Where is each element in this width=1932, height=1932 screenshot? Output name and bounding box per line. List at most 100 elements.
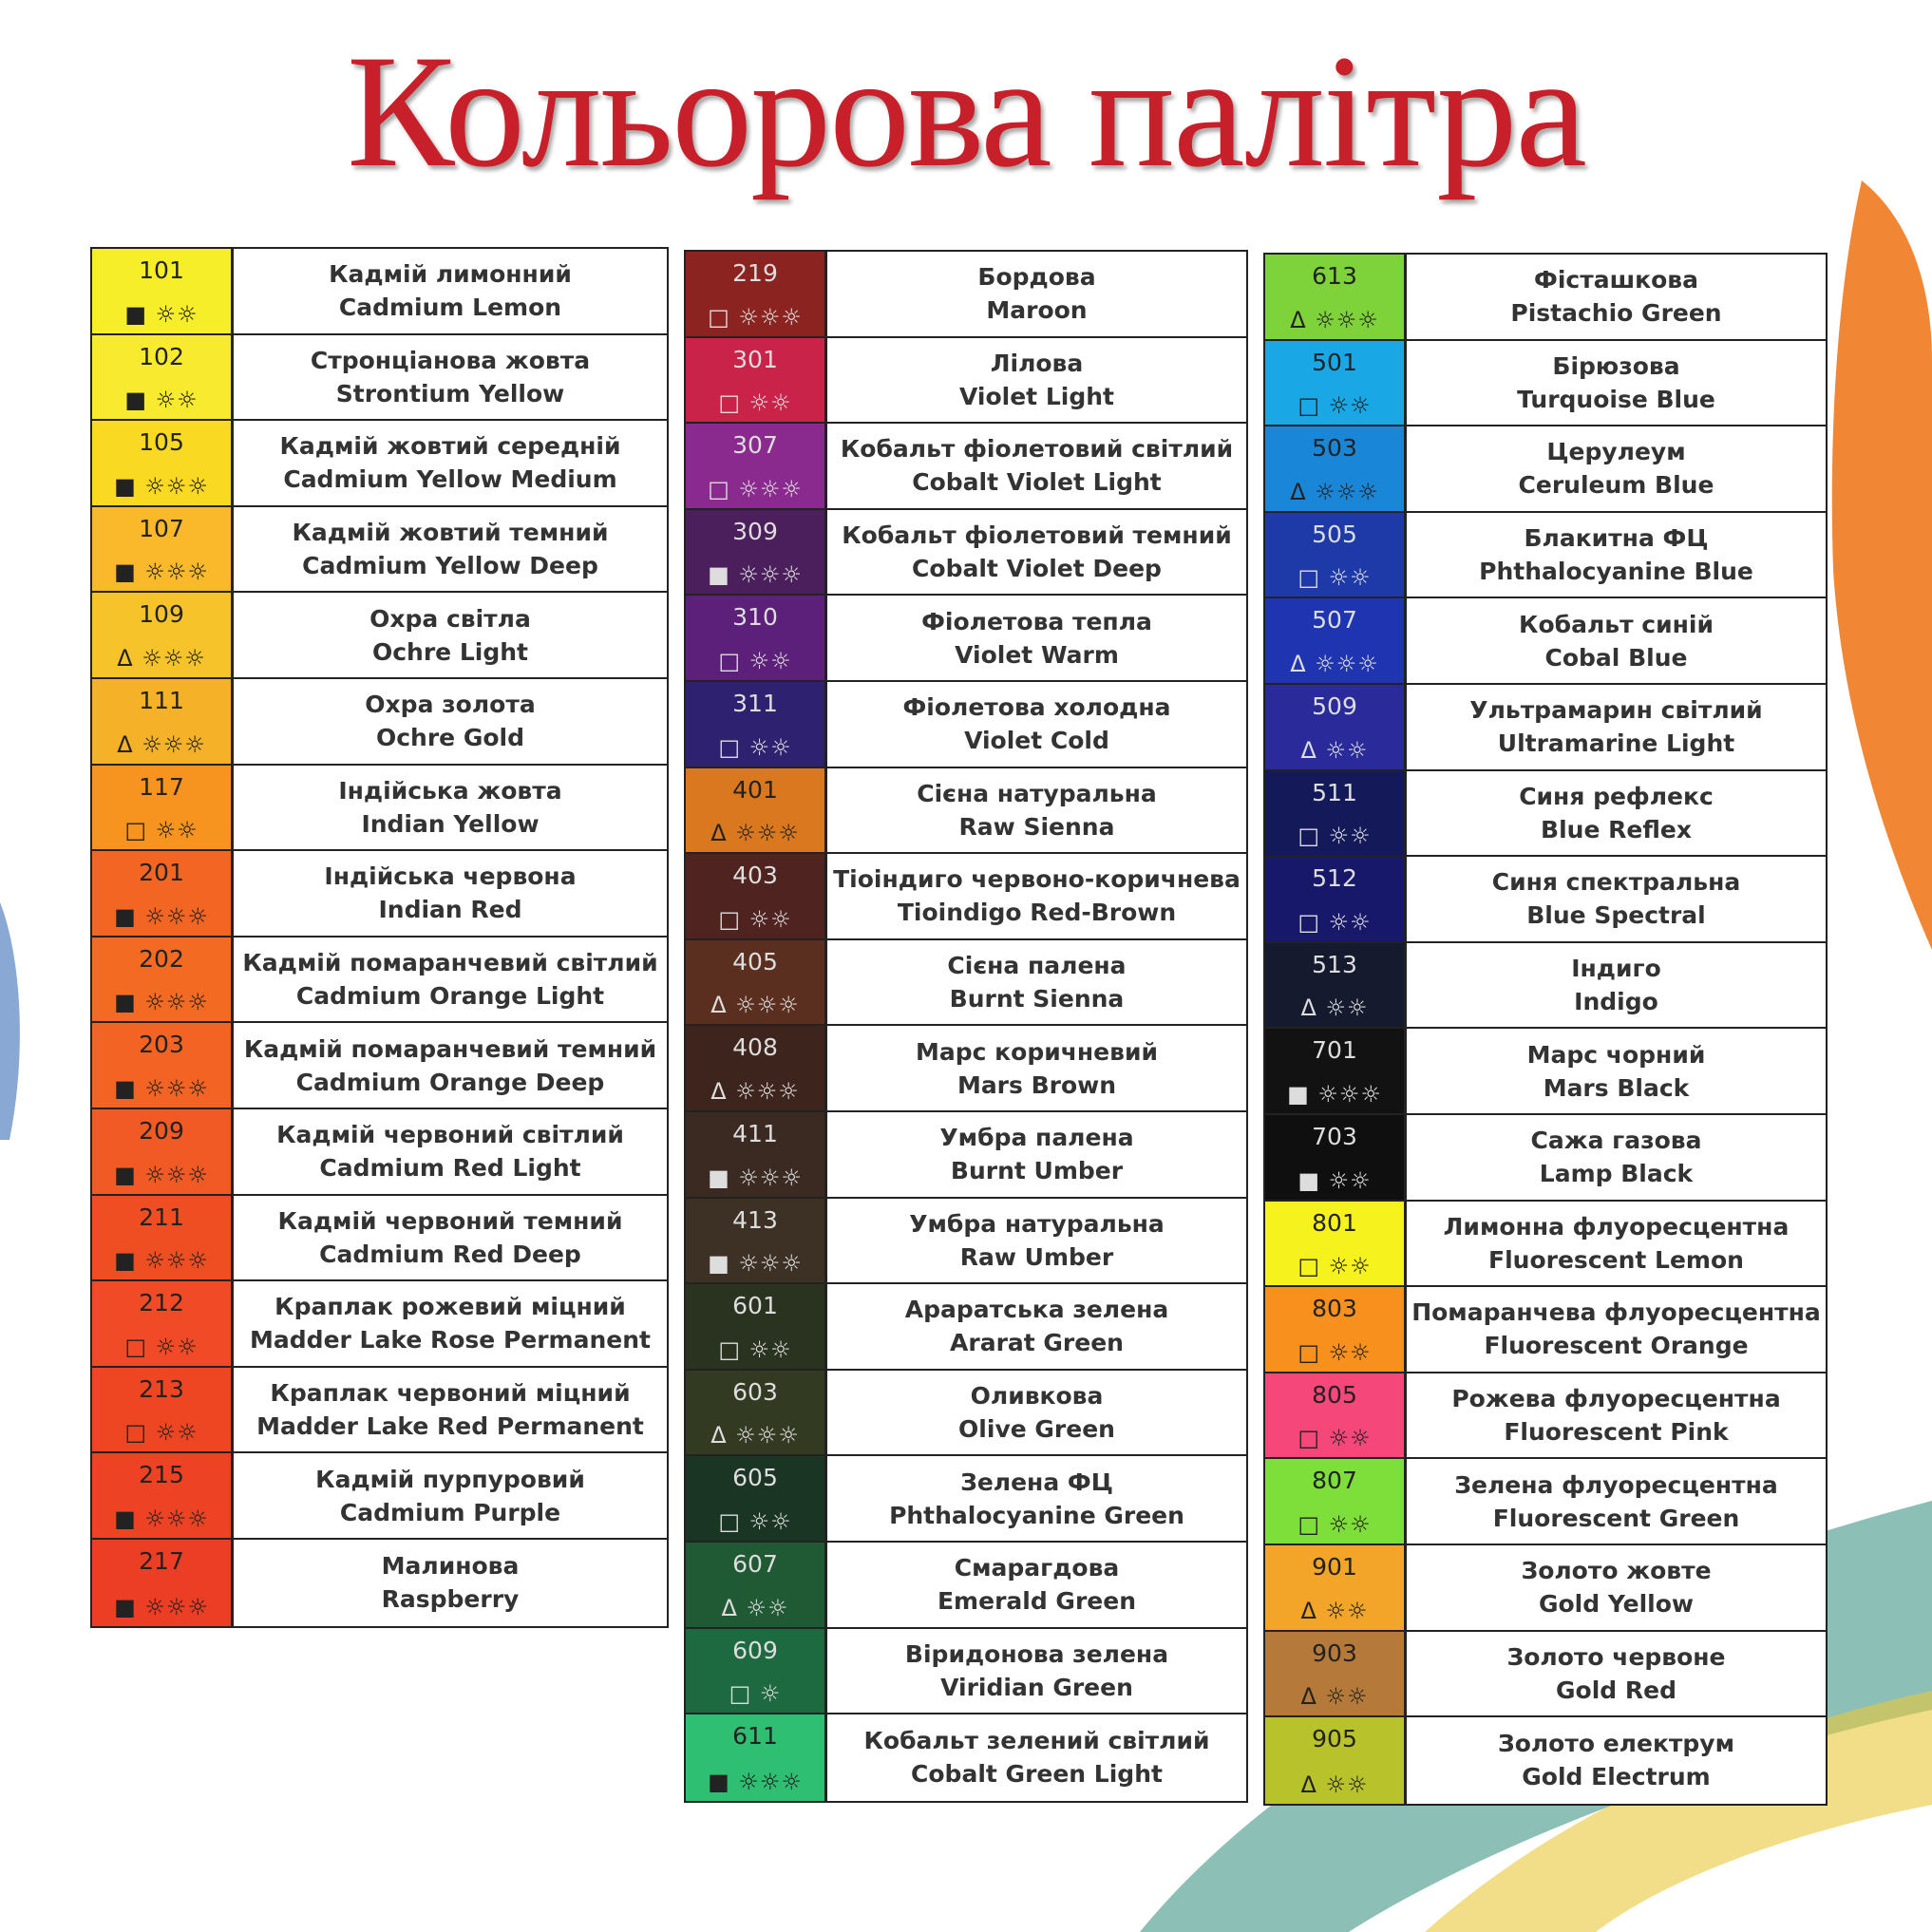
properties: Δ ☼☼ bbox=[721, 1595, 788, 1621]
palette-row: 408 Δ ☼☼☼ Марс коричневий Mars Brown bbox=[686, 1026, 1246, 1112]
name-ukrainian: Індійська червона bbox=[324, 862, 577, 891]
color-swatch: 611 ■ ☼☼☼ bbox=[686, 1714, 827, 1801]
color-swatch: 201 ■ ☼☼☼ bbox=[92, 851, 234, 936]
opacity-symbol: Δ bbox=[721, 1594, 738, 1621]
color-swatch: 213 □ ☼☼ bbox=[92, 1367, 234, 1452]
properties: ■ ☼☼☼ bbox=[114, 559, 209, 585]
palette-row: 405 Δ ☼☼☼ Сієна палена Burnt Sienna bbox=[686, 939, 1246, 1027]
lightfastness-stars: ☼☼ bbox=[155, 817, 199, 844]
name-ukrainian: Тіоіндиго червоно-коричнева bbox=[833, 865, 1241, 894]
lightfastness-stars: ☼☼☼ bbox=[144, 1505, 209, 1532]
color-name: Охра світла Ochre Light bbox=[234, 593, 667, 677]
properties: Δ ☼☼☼ bbox=[1290, 651, 1379, 677]
color-swatch: 401 Δ ☼☼☼ bbox=[686, 767, 827, 853]
name-english: Violet Light bbox=[959, 382, 1114, 410]
palette-row: 611 ■ ☼☼☼ Кобальт зелений світлий Cobalt Gr… bbox=[686, 1714, 1246, 1801]
name-ukrainian: Краплак червоний міцний bbox=[270, 1379, 631, 1408]
palette-row: 507 Δ ☼☼☼ Кобальт синій Cobal Blue bbox=[1265, 598, 1826, 685]
color-swatch: 807 □ ☼☼ bbox=[1265, 1459, 1407, 1544]
name-ukrainian: Фісташкова bbox=[1534, 266, 1698, 294]
color-name: Кобальт фіолетовий світлий Cobalt Violet … bbox=[827, 424, 1246, 508]
opacity-symbol: ■ bbox=[114, 1247, 137, 1275]
name-ukrainian: Кадмій помаранчевий світлий bbox=[242, 949, 658, 977]
lightfastness-stars: ☼☼ bbox=[155, 1419, 199, 1447]
color-swatch: 102 ■ ☼☼ bbox=[92, 334, 234, 420]
name-english: Phthalocyanine Green bbox=[889, 1501, 1184, 1529]
color-swatch: 905 Δ ☼☼ bbox=[1265, 1717, 1407, 1804]
opacity-symbol: Δ bbox=[1300, 1771, 1317, 1798]
properties: □ ☼☼ bbox=[124, 1419, 198, 1446]
name-english: Fluorescent Lemon bbox=[1488, 1245, 1744, 1274]
properties: □ ☼☼ bbox=[1297, 1425, 1371, 1451]
lightfastness-stars: ☼☼☼ bbox=[738, 1768, 803, 1795]
name-english: Blue Spectral bbox=[1526, 901, 1706, 930]
name-english: Cadmium Red Deep bbox=[319, 1240, 581, 1268]
name-ukrainian: Смарагдова bbox=[954, 1554, 1120, 1582]
properties: Δ ☼☼ bbox=[1300, 1771, 1368, 1798]
palette-row: 703 ■ ☼☼ Сажа газова Lamp Black bbox=[1265, 1114, 1826, 1202]
lightfastness-stars: ☼☼ bbox=[748, 1507, 792, 1535]
name-ukrainian: Кадмій жовтий темний bbox=[292, 519, 609, 547]
name-ukrainian: Краплак рожевий міцний bbox=[275, 1293, 626, 1321]
palette-row: 101 ■ ☼☼ Кадмій лимонний Cadmium Lemon bbox=[92, 249, 667, 335]
name-english: Cadmium Yellow Deep bbox=[302, 552, 598, 580]
color-code: 805 bbox=[1312, 1380, 1357, 1409]
lightfastness-stars: ☼☼ bbox=[1328, 1166, 1372, 1194]
opacity-symbol: Δ bbox=[1300, 994, 1317, 1022]
name-english: Ararat Green bbox=[950, 1329, 1124, 1357]
properties: □ ☼☼☼ bbox=[708, 476, 803, 502]
palette-row: 901 Δ ☼☼ Золото жовте Gold Yellow bbox=[1265, 1544, 1826, 1632]
properties: ■ ☼☼☼ bbox=[114, 1594, 209, 1620]
name-ukrainian: Помаранчева флуоресцентна bbox=[1411, 1298, 1821, 1327]
lightfastness-stars: ☼☼☼ bbox=[735, 820, 800, 847]
palette-row: 513 Δ ☼☼ Індиго Indigo bbox=[1265, 942, 1826, 1030]
properties: □ ☼☼ bbox=[718, 734, 791, 761]
opacity-symbol: □ bbox=[124, 817, 147, 844]
color-name: Лимонна флуоресцентна Fluorescent Lemon bbox=[1407, 1202, 1826, 1286]
color-swatch: 405 Δ ☼☼☼ bbox=[686, 939, 827, 1025]
color-name: Марс коричневий Mars Brown bbox=[827, 1026, 1246, 1110]
color-code: 905 bbox=[1312, 1725, 1357, 1753]
color-name: Кадмій лимонний Cadmium Lemon bbox=[234, 249, 667, 333]
color-code: 601 bbox=[732, 1292, 778, 1320]
name-english: Ochre Light bbox=[371, 637, 528, 666]
color-code: 202 bbox=[139, 944, 184, 973]
color-swatch: 212 □ ☼☼ bbox=[92, 1281, 234, 1366]
lightfastness-stars: ☼☼ bbox=[1328, 1338, 1372, 1366]
palette-row: 212 □ ☼☼ Краплак рожевий міцний Madder Lake… bbox=[92, 1281, 667, 1368]
properties: □ ☼☼ bbox=[1297, 1511, 1371, 1538]
color-swatch: 613 Δ ☼☼☼ bbox=[1265, 255, 1407, 339]
color-code: 109 bbox=[139, 600, 184, 629]
properties: □ ☼☼ bbox=[1297, 823, 1371, 849]
lightfastness-stars: ☼☼☼ bbox=[738, 561, 803, 589]
properties: □ ☼☼ bbox=[718, 389, 791, 416]
opacity-symbol: □ bbox=[718, 1507, 741, 1535]
name-ukrainian: Стронціанова жовта bbox=[310, 346, 591, 374]
opacity-symbol: ■ bbox=[114, 1074, 137, 1102]
palette-row: 105 ■ ☼☼☼ Кадмій жовтий середній Cadmium Ye… bbox=[92, 421, 667, 507]
name-ukrainian: Кобальт зелений світлий bbox=[863, 1727, 1210, 1755]
properties: Δ ☼☼☼ bbox=[1290, 479, 1379, 505]
opacity-symbol: □ bbox=[1297, 908, 1320, 936]
color-swatch: 603 Δ ☼☼☼ bbox=[686, 1370, 827, 1455]
opacity-symbol: □ bbox=[729, 1680, 752, 1708]
lightfastness-stars: ☼☼☼ bbox=[738, 1250, 803, 1278]
name-ukrainian: Кобальт фіолетовий світлий bbox=[840, 435, 1234, 464]
properties: Δ ☼☼☼ bbox=[710, 820, 800, 846]
opacity-symbol: ■ bbox=[708, 1768, 730, 1795]
name-ukrainian: Бірюзова bbox=[1552, 351, 1680, 380]
color-swatch: 801 □ ☼☼ bbox=[1265, 1201, 1407, 1286]
name-ukrainian: Кобальт синій bbox=[1519, 610, 1714, 638]
color-swatch: 503 Δ ☼☼☼ bbox=[1265, 426, 1407, 511]
properties: □ ☼☼ bbox=[124, 1334, 198, 1360]
opacity-symbol: □ bbox=[708, 303, 730, 331]
properties: Δ ☼☼ bbox=[1300, 1598, 1368, 1624]
lightfastness-stars: ☼☼☼ bbox=[144, 902, 209, 930]
color-code: 613 bbox=[1312, 262, 1357, 290]
name-english: Pistachio Green bbox=[1510, 299, 1722, 328]
lightfastness-stars: ☼☼ bbox=[748, 1335, 792, 1363]
color-swatch: 513 Δ ☼☼ bbox=[1265, 942, 1407, 1028]
name-ukrainian: Церулеум bbox=[1546, 438, 1686, 466]
lightfastness-stars: ☼☼ bbox=[1328, 1425, 1372, 1452]
palette-row: 411 ■ ☼☼☼ Умбра палена Burnt Umber bbox=[686, 1111, 1246, 1199]
